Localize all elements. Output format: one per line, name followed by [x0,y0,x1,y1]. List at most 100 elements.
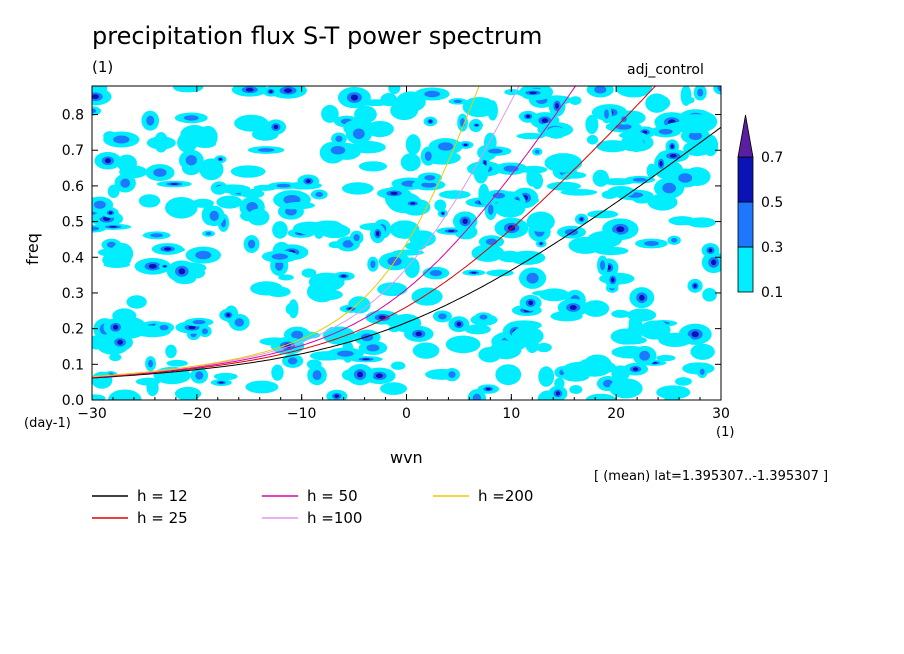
heatmap-cell-low [322,220,342,233]
colorbar-label: 0.7 [761,150,783,166]
heatmap-cell-low [434,199,447,212]
heatmap-cell-mid [485,238,498,245]
heatmap-cell-high [669,154,677,158]
colorbar-label: 0.5 [761,195,783,211]
heatmap-cell-mid [424,90,440,98]
dispersion-curve-h12 [92,126,721,379]
heatmap-cell-high [350,94,359,101]
latitude-mean-note: [ (mean) lat=1.395307..-1.395307 ] [594,469,829,484]
heatmap-cell-low [266,286,291,298]
heatmap-cell-low [116,154,137,172]
heatmap-cell-low [675,377,692,386]
heatmap-cell-low [668,216,696,226]
heatmap-cell-low [656,385,691,400]
x-tick-label: −10 [287,406,317,422]
heatmap-cell-mid [662,182,676,194]
heatmap-cell-low [146,379,159,397]
x-tick-label: −20 [182,406,212,422]
heatmap-cell-low [192,198,214,208]
heatmap-cell-low [284,201,316,210]
y-tick-label: 0.5 [62,215,84,231]
heatmap-cell-mid [312,370,322,381]
heatmap-cell-low [377,282,408,297]
heatmap-cell-mid [604,109,609,119]
heatmap-cell-mid [487,204,494,215]
heatmap-cell-mid [257,148,275,152]
y-tick-label: 0.6 [62,179,84,195]
heatmap-cell-low [146,136,176,150]
heatmap-cell-low [288,299,299,319]
heatmap-cell-low [411,287,443,306]
x-tick-label: −30 [77,406,107,422]
colorbar-segment [737,246,754,293]
heatmap-cell-high [471,271,477,274]
heatmap-cell-high [219,158,222,161]
heatmap-cell-low [301,268,317,278]
heatmap-cell-mid [421,182,437,188]
heatmap-cell-high [163,265,167,268]
heatmap-cell-high [334,394,340,398]
heatmap-cell-mid [195,371,204,380]
heatmap-cell-high [104,158,111,164]
heatmap-cell-low [354,105,377,124]
heatmap-cell-high [170,183,179,185]
power-spectrum-heatmap [92,86,721,400]
colorbar-segment [737,156,754,203]
heatmap-cell-low [174,386,202,400]
heatmap-cell-low [165,344,177,359]
heatmap-cell-high [691,331,699,338]
heatmap-cell-mid [352,128,365,140]
heatmap-cell-low [544,153,583,173]
dispersion-curve-h100 [92,86,520,378]
heatmap-cell-low [321,104,339,123]
heatmap-cell-high [362,358,370,361]
heatmap-cell-mid [424,175,436,181]
y-tick-label: 0.3 [62,286,84,302]
heatmap-cell-mid [526,272,539,284]
heatmap-cell-low [615,86,653,98]
heatmap-cell-high [485,387,491,391]
heatmap-cell-low [504,89,521,96]
heatmap-cell-high [428,120,432,123]
heatmap-cell-low [464,324,491,335]
heatmap-cell-low [495,364,522,386]
heatmap-cell-mid [632,177,647,182]
colorbar-label: 0.3 [761,240,783,256]
heatmap-cell-low [509,250,546,265]
heatmap-cell-mid [275,260,284,271]
x-axis-unit: (1) [716,425,735,440]
heatmap-cell-low [569,96,582,105]
heatmap-cell-low [601,190,618,199]
heatmap-cell-high [526,114,531,118]
y-tick-label: 0.4 [62,250,84,266]
heatmap-cell-low [358,99,392,107]
heatmap-cell-low [462,96,496,118]
heatmap-cell-mid [361,333,374,342]
heatmap-cell-mid [424,151,432,161]
heatmap-cell-mid [353,234,360,242]
heatmap-cell-mid [488,148,503,154]
heatmap-cell-high [218,381,224,384]
heatmap-cell-high [109,225,118,228]
heatmap-cell-low [109,353,122,362]
heatmap-cell-low [391,361,406,370]
heatmap-cell-low [234,114,269,132]
legend-label: h = 12 [137,487,188,505]
heatmap-cell-low [587,230,623,248]
heatmap-cell-low [247,208,270,226]
heatmap-cell-low [328,241,343,249]
heatmap-cell-low [126,295,147,309]
heatmap-cell-low [395,91,426,113]
heatmap-cell-high [462,218,468,225]
heatmap-cell-high [569,305,577,310]
heatmap-cell-mid [717,86,721,92]
heatmap-cell-mid [688,131,702,141]
heatmap-cell-low [658,332,692,348]
heatmap-cell-mid [615,123,632,130]
heatmap-cell-high [447,229,455,233]
x-tick-label: 0 [402,406,411,422]
heatmap-cell-high [283,88,293,93]
title-unit: (1) [92,58,114,76]
heatmap-cell-low [690,343,715,360]
heatmap-cell-low [271,364,284,381]
